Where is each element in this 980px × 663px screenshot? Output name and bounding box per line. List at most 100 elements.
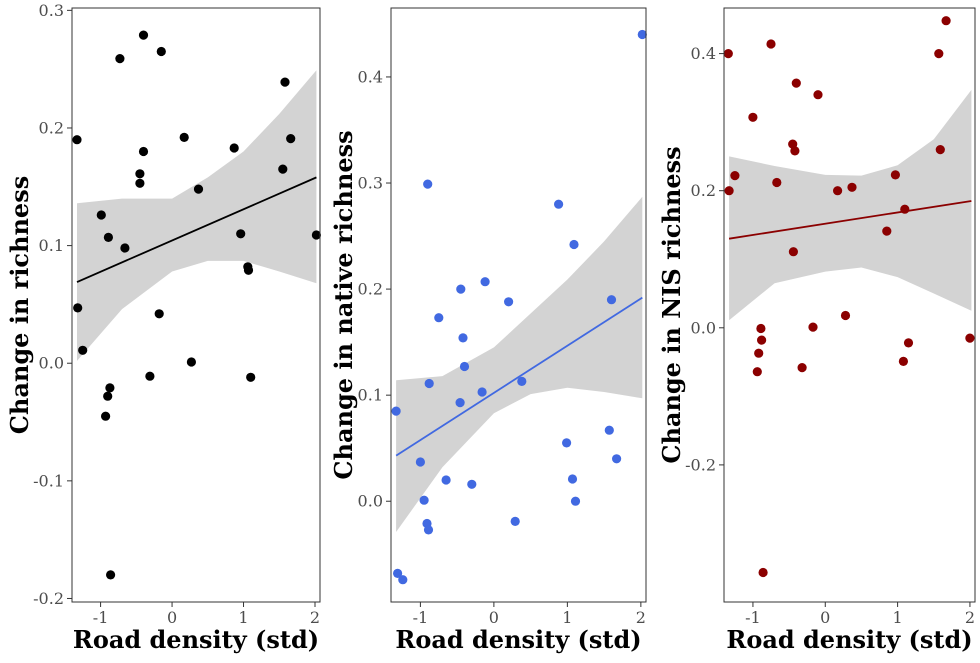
data-point: [236, 229, 246, 239]
data-point: [455, 398, 465, 408]
data-point: [103, 232, 113, 242]
data-point: [105, 383, 115, 393]
data-point: [510, 516, 520, 527]
y-tick-label: -0.2: [33, 589, 64, 608]
data-point: [434, 313, 444, 323]
x-tick-label: 0: [820, 608, 830, 627]
confidence-band: [396, 196, 643, 533]
data-point: [788, 247, 799, 257]
data-point: [637, 29, 647, 40]
data-point: [504, 297, 514, 307]
x-tick-label: -1: [413, 608, 429, 627]
y-tick-label: 0.4: [691, 44, 716, 63]
data-point: [562, 438, 572, 448]
data-point: [612, 454, 622, 464]
data-point: [186, 357, 196, 367]
data-point: [423, 179, 433, 189]
data-point: [278, 164, 288, 174]
panel-richness: -1 0 1 2 -0.2 -0.1 0.0 0.1 0.2 0.3 Road density (s…: [5, 1, 321, 654]
data-point: [833, 186, 843, 196]
data-point: [138, 30, 149, 40]
data-point: [890, 170, 901, 180]
confidence-band: [729, 89, 972, 321]
data-point: [772, 177, 782, 188]
panel-nis-richness: -1 0 1 2 -0.2 0.0 0.2 0.4 Road density (std) Chan…: [657, 7, 976, 654]
x-tick-label: -1: [93, 608, 109, 627]
x-axis-title: Road density (std): [395, 625, 641, 654]
data-point: [115, 54, 125, 64]
regression-line: [728, 200, 972, 240]
data-point: [934, 49, 944, 59]
data-point: [903, 338, 914, 348]
y-tick-label: 0.3: [39, 1, 64, 20]
data-point: [78, 345, 88, 355]
data-point: [179, 132, 189, 142]
data-point: [569, 239, 579, 250]
data-point: [135, 178, 145, 188]
data-point: [604, 425, 614, 435]
data-point: [941, 16, 951, 26]
y-tick-label: 0.2: [39, 118, 64, 137]
data-point: [120, 243, 130, 253]
data-point: [101, 411, 111, 421]
data-point: [311, 230, 321, 240]
data-point: [96, 210, 106, 220]
data-point: [730, 171, 740, 181]
data-point: [748, 112, 758, 122]
data-point: [554, 199, 564, 209]
data-point: [458, 333, 468, 343]
data-point: [723, 49, 733, 59]
data-point: [419, 495, 429, 505]
data-point: [423, 525, 434, 535]
data-point: [840, 310, 851, 321]
panel-border: [71, 7, 321, 603]
x-tick-label: 0: [489, 608, 499, 627]
regression-line: [76, 176, 317, 283]
panel-native-richness: -1 0 1 2 0.0 0.1 0.2 0.3 0.4 Road density (std) Ch…: [329, 7, 647, 654]
data-point: [900, 204, 910, 214]
data-point: [156, 46, 166, 57]
data-point: [103, 391, 113, 401]
data-point: [246, 372, 256, 382]
data-point: [398, 575, 408, 585]
data-point: [441, 475, 451, 485]
x-tick-label: 2: [310, 608, 320, 627]
data-point: [567, 474, 578, 484]
data-point: [517, 376, 527, 386]
data-point: [72, 135, 82, 145]
confidence-band: [77, 70, 317, 361]
data-point: [797, 363, 807, 373]
x-tick-label: 1: [562, 608, 572, 627]
data-point: [808, 322, 818, 332]
data-point: [756, 323, 766, 334]
data-point: [145, 371, 155, 381]
x-tick-label: 0: [167, 608, 177, 627]
data-point: [480, 277, 490, 287]
y-tick-label: 0.4: [358, 67, 383, 86]
data-point: [467, 479, 477, 489]
data-point: [754, 348, 764, 358]
y-tick-label: 0.3: [358, 174, 383, 193]
data-point: [606, 295, 617, 305]
data-point: [280, 77, 290, 87]
y-tick-label: -0.2: [685, 455, 716, 474]
y-axis-title: Change in richness: [5, 176, 34, 434]
data-point: [847, 182, 857, 192]
data-point: [965, 333, 975, 343]
data-point: [286, 134, 296, 144]
x-tick-label: 1: [893, 608, 903, 627]
data-point: [459, 361, 470, 372]
y-tick-label: 0.0: [691, 318, 716, 337]
panel-border: [723, 7, 976, 603]
y-tick-label: 0.1: [358, 386, 383, 405]
regression-line: [395, 296, 643, 457]
y-tick-label: 0.0: [358, 492, 383, 511]
data-point: [477, 387, 487, 397]
data-point: [393, 568, 403, 579]
data-point: [391, 406, 401, 416]
data-point: [243, 265, 254, 275]
data-point: [813, 90, 823, 100]
x-tick-label: 2: [636, 608, 646, 627]
